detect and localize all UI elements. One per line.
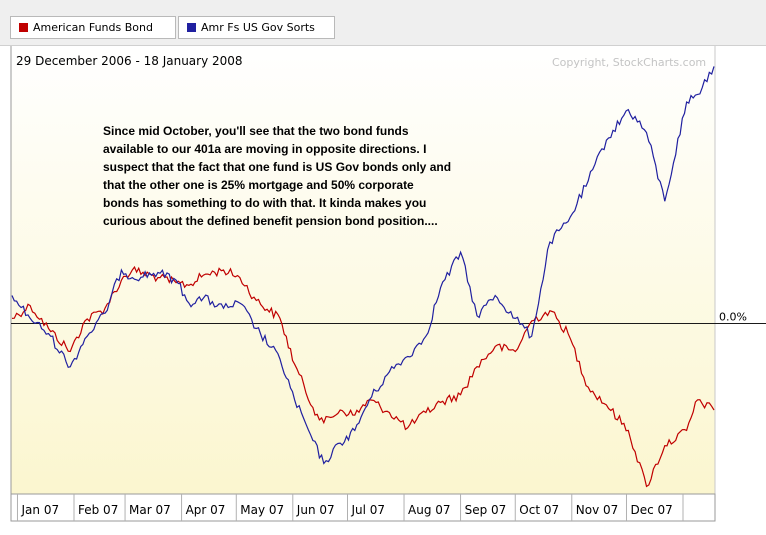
annotation-line-5: bonds has something to do with that. It … — [103, 196, 426, 210]
x-tick-label: Dec 07 — [631, 503, 673, 517]
x-tick-label: Oct 07 — [519, 503, 559, 517]
copyright-text: Copyright, StockCharts.com — [552, 56, 706, 69]
x-tick-label: Feb 07 — [78, 503, 118, 517]
legend-tab-us-gov[interactable]: Amr Fs US Gov Sorts — [178, 16, 335, 39]
plot-background — [11, 46, 715, 494]
series-us-gov-line — [11, 66, 715, 465]
x-tick-label: Jan 07 — [21, 503, 60, 517]
annotation-line-3: suspect that the fact that one fund is U… — [103, 160, 451, 174]
legend-swatch-red — [19, 23, 28, 32]
legend-bar: American Funds Bond Amr Fs US Gov Sorts — [0, 0, 766, 46]
zero-label: 0.0% — [719, 310, 747, 323]
series-layer — [11, 66, 715, 488]
x-tick-label: Nov 07 — [576, 503, 619, 517]
annotation-line-2: available to our 401a are moving in oppo… — [103, 142, 426, 156]
x-tick-label: Jul 07 — [351, 503, 386, 517]
x-tick-label: Sep 07 — [465, 503, 507, 517]
x-axis: Jan 07 Feb 07 Mar 07 Apr 07 May 07 Jun 07 Jul … — [16, 494, 684, 521]
x-tick-label: Aug 07 — [408, 503, 451, 517]
price-chart: 0.0% 29 December 2006 - 18 January 2008 … — [10, 46, 766, 522]
x-tick-label: Mar 07 — [129, 503, 171, 517]
x-tick-label: May 07 — [240, 503, 284, 517]
date-range: 29 December 2006 - 18 January 2008 — [16, 54, 243, 68]
annotation-line-6: curious about the defined benefit pensio… — [103, 214, 438, 228]
annotation-line-1: Since mid October, you'll see that the t… — [103, 124, 409, 138]
x-tick-label: Jun 07 — [296, 503, 335, 517]
annotation-line-4: that the other one is 25% mortgage and 5… — [103, 178, 414, 192]
legend-tab-american-funds-bond[interactable]: American Funds Bond — [10, 16, 176, 39]
legend-swatch-blue — [187, 23, 196, 32]
x-tick-label: Apr 07 — [186, 503, 226, 517]
series-american-funds-bond-line — [11, 265, 715, 488]
axis-strip — [10, 493, 716, 522]
legend-label: American Funds Bond — [33, 21, 153, 34]
legend-label: Amr Fs US Gov Sorts — [201, 21, 315, 34]
